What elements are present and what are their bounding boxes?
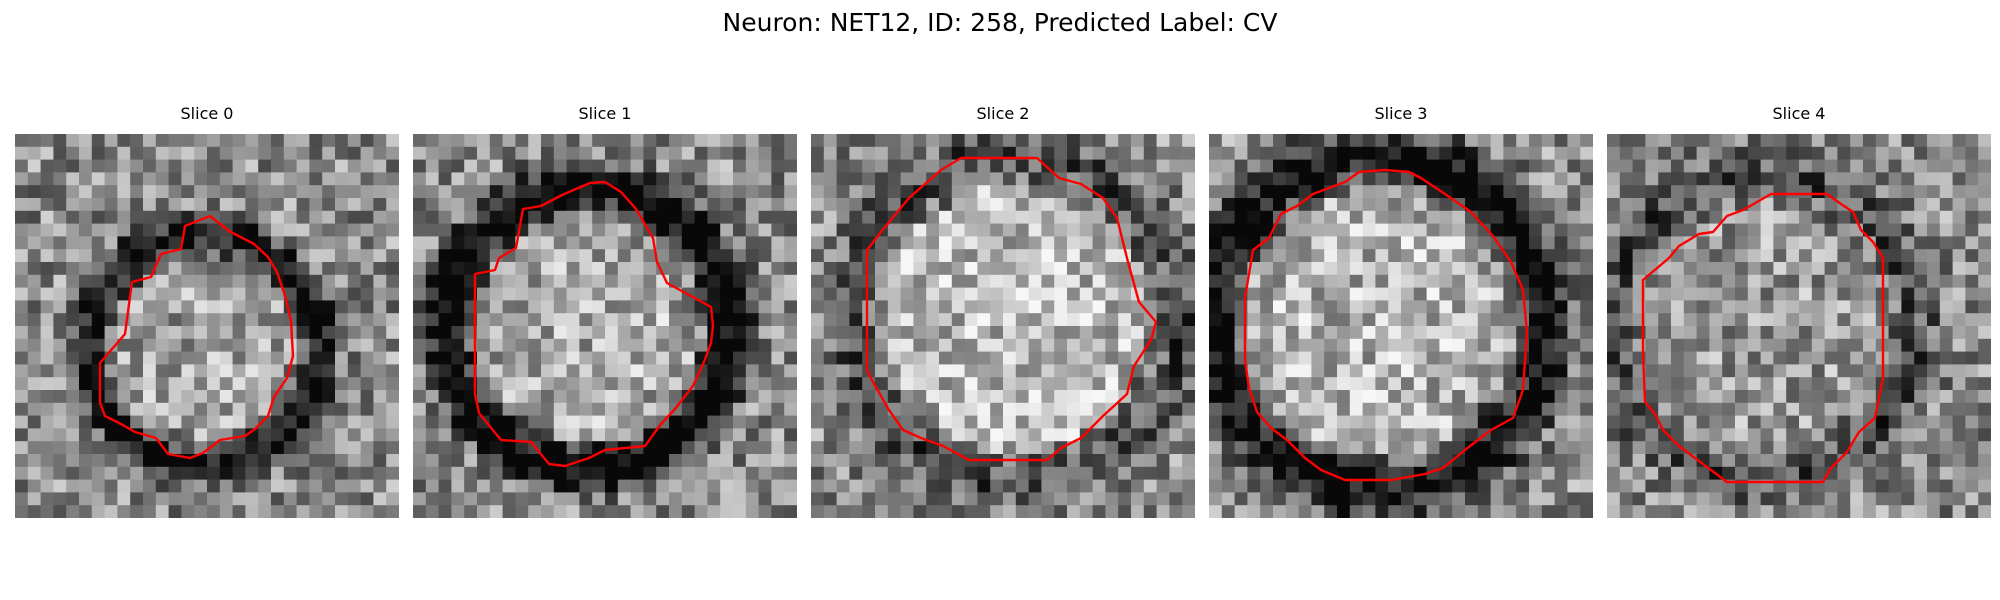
segmentation-contour (1243, 168, 1529, 482)
figure-title: Neuron: NET12, ID: 258, Predicted Label:… (722, 8, 1278, 37)
slice-title: Slice 0 (180, 104, 234, 123)
slice-title: Slice 4 (1772, 104, 1826, 123)
segmentation-contour (98, 214, 295, 460)
grayscale-pixels (1607, 134, 1991, 518)
grayscale-pixels (413, 134, 797, 518)
slice-title: Slice 1 (578, 104, 632, 123)
slice-panel-4: Slice 4 (1607, 104, 1991, 518)
slice-image (1607, 134, 1991, 518)
slice-panel-0: Slice 0 (15, 104, 399, 518)
segmentation-contour (865, 156, 1158, 462)
slice-panel-2: Slice 2 (811, 104, 1195, 518)
grayscale-pixels (1209, 134, 1593, 518)
slice-panel-1: Slice 1 (413, 104, 797, 518)
segmentation-contour (1641, 192, 1885, 484)
slice-image (1209, 134, 1593, 518)
segmentation-contour (473, 180, 715, 468)
slice-title: Slice 2 (976, 104, 1030, 123)
slice-title: Slice 3 (1374, 104, 1428, 123)
slice-image (413, 134, 797, 518)
slice-panel-3: Slice 3 (1209, 104, 1593, 518)
slice-image (15, 134, 399, 518)
slice-image (811, 134, 1195, 518)
grayscale-pixels (15, 134, 399, 518)
